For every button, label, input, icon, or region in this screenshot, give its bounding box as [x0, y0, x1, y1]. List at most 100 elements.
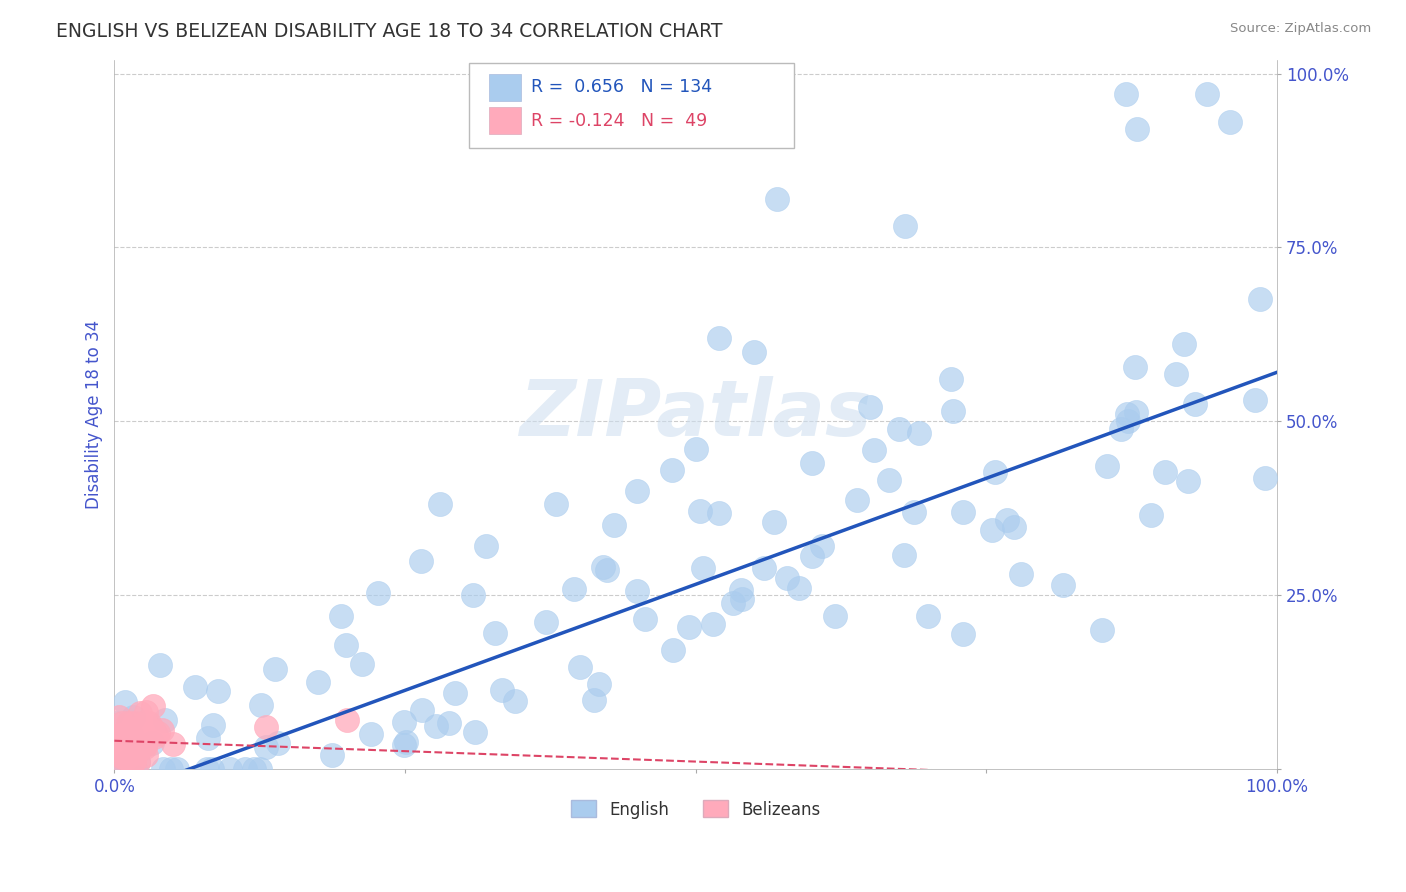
Point	[108, 709, 131, 723]
Point	[104, 762, 127, 776]
Point	[689, 503, 711, 517]
Point	[267, 736, 290, 750]
Point	[117, 762, 139, 776]
Point	[124, 762, 146, 776]
Point	[862, 443, 884, 458]
Point	[134, 738, 156, 752]
Point	[392, 714, 415, 729]
Point	[464, 725, 486, 739]
Point	[917, 608, 939, 623]
Text: R = -0.124   N =  49: R = -0.124 N = 49	[530, 112, 707, 129]
Point	[330, 609, 353, 624]
Point	[152, 762, 174, 776]
Text: ZIPatlas: ZIPatlas	[519, 376, 872, 452]
Point	[824, 608, 846, 623]
Point	[107, 762, 129, 776]
Point	[626, 483, 648, 498]
Point	[845, 492, 868, 507]
Point	[122, 755, 145, 769]
Point	[166, 762, 188, 776]
Point	[159, 762, 181, 776]
Point	[1004, 520, 1026, 534]
Point	[111, 750, 134, 764]
Point	[702, 616, 724, 631]
Point	[1126, 122, 1149, 136]
Point	[981, 523, 1004, 537]
Point	[661, 463, 683, 477]
Point	[546, 497, 568, 511]
Point	[104, 715, 127, 730]
Point	[568, 660, 591, 674]
Point	[111, 762, 134, 776]
Point	[995, 513, 1018, 527]
Point	[908, 425, 931, 440]
Point	[893, 549, 915, 563]
Point	[127, 756, 149, 770]
Point	[111, 715, 134, 730]
Point	[321, 747, 343, 762]
Point	[114, 762, 136, 776]
Point	[111, 739, 134, 754]
Point	[776, 572, 799, 586]
Point	[1052, 578, 1074, 592]
Point	[254, 740, 277, 755]
Point	[443, 686, 465, 700]
Point	[582, 693, 605, 707]
Point	[197, 731, 219, 746]
Point	[218, 762, 240, 776]
FancyBboxPatch shape	[489, 74, 522, 101]
Point	[124, 744, 146, 758]
Point	[685, 442, 707, 456]
Point	[143, 731, 166, 745]
Point	[120, 762, 142, 776]
Point	[800, 456, 823, 470]
Point	[766, 192, 789, 206]
Point	[952, 505, 974, 519]
Point	[115, 756, 138, 771]
Point	[534, 615, 557, 629]
Point	[120, 753, 142, 767]
Point	[352, 657, 374, 672]
Point	[1177, 474, 1199, 488]
Point	[202, 718, 225, 732]
Point	[752, 561, 775, 575]
Point	[110, 730, 132, 744]
Point	[118, 736, 141, 750]
Point	[201, 762, 224, 776]
Point	[692, 560, 714, 574]
Point	[787, 582, 810, 596]
Point	[894, 219, 917, 234]
Point	[307, 674, 329, 689]
Point	[134, 715, 156, 730]
Point	[141, 736, 163, 750]
Legend: English, Belizeans: English, Belizeans	[564, 794, 827, 825]
Point	[709, 506, 731, 520]
Point	[1095, 459, 1118, 474]
Point	[153, 713, 176, 727]
Point	[395, 734, 418, 748]
Point	[1010, 566, 1032, 581]
Point	[107, 733, 129, 747]
Point	[1118, 414, 1140, 428]
Point	[120, 728, 142, 742]
Point	[425, 718, 447, 732]
Point	[145, 727, 167, 741]
FancyBboxPatch shape	[489, 107, 522, 134]
Point	[437, 715, 460, 730]
Point	[1116, 407, 1139, 421]
Point	[661, 642, 683, 657]
Point	[249, 762, 271, 776]
Point	[104, 762, 127, 776]
Point	[335, 638, 357, 652]
Text: Source: ZipAtlas.com: Source: ZipAtlas.com	[1230, 22, 1371, 36]
Point	[243, 762, 266, 776]
Point	[122, 731, 145, 746]
Point	[859, 400, 882, 414]
Y-axis label: Disability Age 18 to 34: Disability Age 18 to 34	[86, 319, 103, 508]
Point	[1184, 397, 1206, 411]
Point	[721, 596, 744, 610]
Point	[592, 560, 614, 574]
Point	[124, 722, 146, 736]
Point	[138, 716, 160, 731]
Point	[125, 724, 148, 739]
